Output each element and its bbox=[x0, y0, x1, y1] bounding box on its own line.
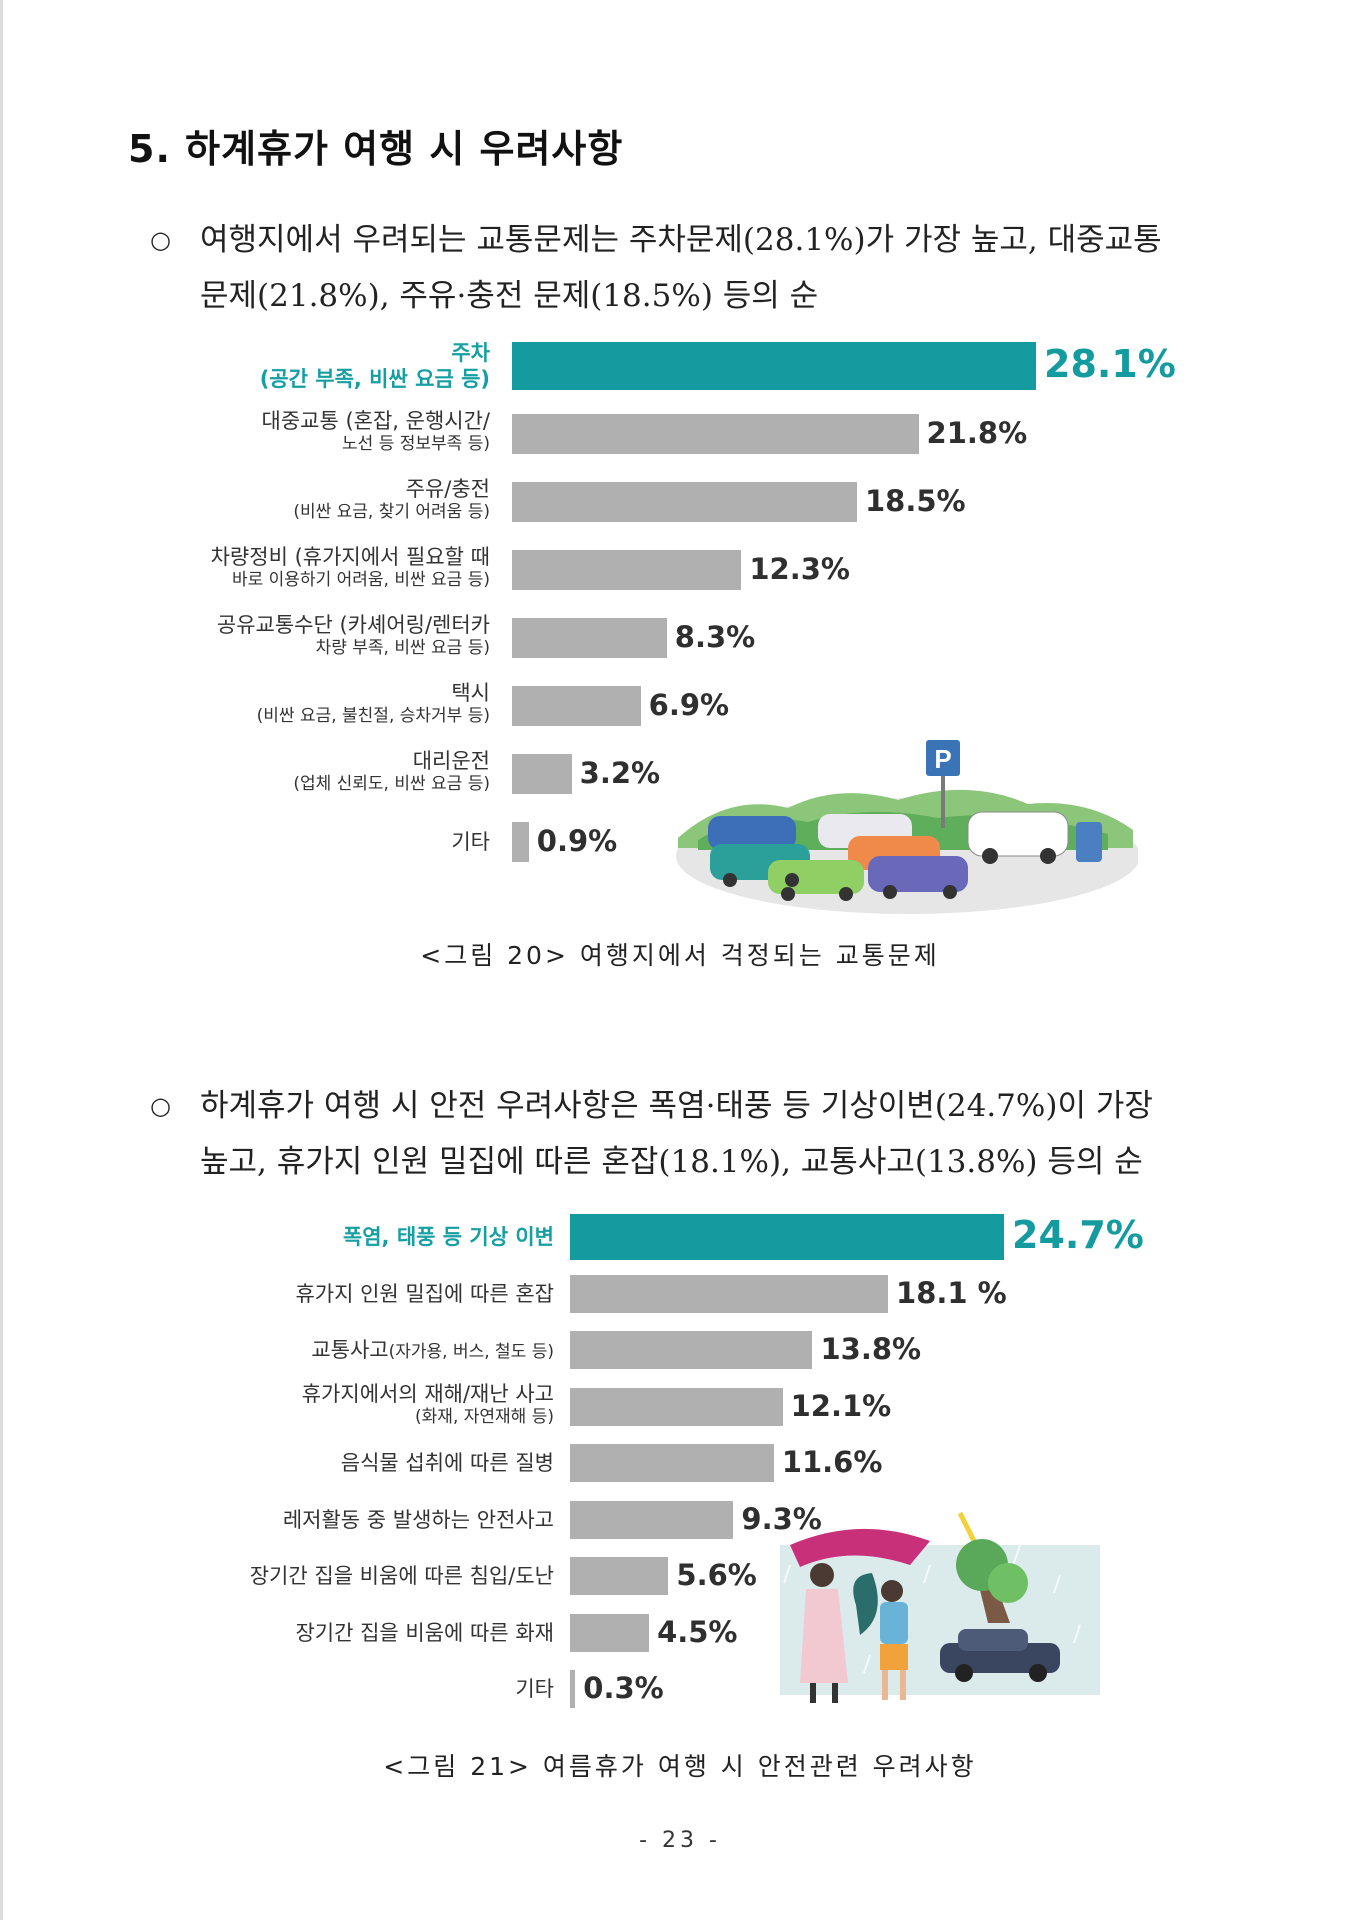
bar-label-sub: 차량 부족, 비싼 요금 등) bbox=[315, 638, 490, 659]
bar bbox=[512, 686, 641, 726]
bar-value-label: 21.8% bbox=[926, 416, 1028, 450]
bar bbox=[570, 1670, 576, 1708]
section-title: 5. 하계휴가 여행 시 우려사항 bbox=[128, 127, 624, 171]
bar-label: 택시 (비싼 요금, 불친절, 승차거부 등) bbox=[257, 680, 490, 728]
bar bbox=[570, 1274, 889, 1313]
bar-label: 휴가지 인원 밀집에 따른 혼잡 bbox=[295, 1281, 554, 1307]
bar-label-sub: (자가용, 버스, 철도 등) bbox=[388, 1342, 554, 1362]
bar-label-sub: (비싼 요금, 불친절, 승차거부 등) bbox=[256, 706, 490, 727]
bar-value-label: 24.7% bbox=[1012, 1213, 1144, 1257]
bar-label: 기타 bbox=[451, 829, 490, 855]
bullet-mark: ○ bbox=[150, 226, 171, 254]
bar bbox=[512, 754, 572, 794]
bar-value-label: 12.3% bbox=[749, 552, 850, 586]
bar-label-sub: (비싼 요금, 찾기 어려움 등) bbox=[293, 502, 490, 523]
bar-label: 주유/충전 (비싼 요금, 찾기 어려움 등) bbox=[293, 476, 490, 524]
page-edge bbox=[0, 0, 3, 1920]
bar-value-label: 0.9% bbox=[536, 824, 618, 858]
bar bbox=[512, 342, 1036, 390]
bullet-mark: ○ bbox=[150, 1092, 171, 1120]
bullet-line: 문제(21.8%), 주유·충전 문제(18.5%) 등의 순 bbox=[200, 278, 819, 314]
bar-label-main: 주유/충전 bbox=[405, 477, 490, 501]
bar bbox=[512, 550, 742, 590]
bar-value-label: 11.6% bbox=[781, 1445, 883, 1479]
bar-label-main: 장기간 집을 비움에 따른 침입/도난 bbox=[249, 1564, 554, 1588]
bar-label: 대리운전 (업체 신뢰도, 비싼 요금 등) bbox=[293, 748, 490, 796]
bar-label-main: 장기간 집을 비움에 따른 화재 bbox=[295, 1620, 554, 1645]
bar-label: 교통사고(자가용, 버스, 철도 등) bbox=[311, 1337, 554, 1363]
bar bbox=[512, 482, 857, 522]
bar-label-main: 레저활동 중 발생하는 안전사고 bbox=[282, 1507, 554, 1532]
bar-label-sub: (화재, 자연재해 등) bbox=[415, 1406, 554, 1427]
bar-label: 휴가지에서의 재해/재난 사고 (화재, 자연재해 등) bbox=[302, 1381, 554, 1429]
bar-label-main: 휴가지에서의 재해/재난 사고 bbox=[301, 1381, 554, 1406]
bar-label-main: 휴가지 인원 밀집에 따른 혼잡 bbox=[295, 1281, 554, 1306]
bar-label: 음식물 섭취에 따른 질병 bbox=[341, 1450, 554, 1476]
bar-label: 기타 bbox=[515, 1676, 554, 1702]
figure-caption-20: <그림 20> 여행지에서 걱정되는 교통문제 bbox=[420, 941, 940, 970]
bar-value-label: 9.3% bbox=[741, 1501, 822, 1536]
bar-label: 장기간 집을 비움에 따른 침입/도난 bbox=[250, 1563, 554, 1589]
bar-label-main: 교통사고(자가용, 버스, 철도 등) bbox=[311, 1338, 554, 1362]
bar-value-label: 18.5% bbox=[864, 484, 966, 518]
bar bbox=[570, 1557, 669, 1595]
bar-value-label: 13.8% bbox=[820, 1332, 922, 1366]
bullet-line: 하계휴가 여행 시 안전 우려사항은 폭염·태풍 등 기상이변(24.7%)이 … bbox=[200, 1088, 1153, 1124]
bar-label-main: 차량정비 (휴가지에서 필요할 때 bbox=[210, 545, 490, 569]
page-number: - 23 - bbox=[639, 1828, 721, 1853]
parked-cars-illustration: P bbox=[676, 740, 1138, 914]
bar-label-main: 기타 bbox=[451, 830, 490, 854]
bar bbox=[570, 1331, 813, 1369]
bar-value-label: 5.6% bbox=[676, 1558, 757, 1592]
bar-label-main: 폭염, 태풍 등 기상 이변 bbox=[342, 1225, 554, 1249]
bar-value-label: 28.1% bbox=[1044, 342, 1176, 386]
bar-value-label: 0.3% bbox=[583, 1671, 664, 1705]
bar-value-label: 6.9% bbox=[648, 688, 730, 722]
bullet-paragraph-1: ○ 여행지에서 우려되는 교통문제는 주차문제(28.1%)가 가장 높고, 대… bbox=[150, 212, 1240, 324]
bar bbox=[570, 1214, 1004, 1260]
bar-label: 장기간 집을 비움에 따른 화재 bbox=[295, 1620, 554, 1646]
bar-label-main: 공유교통수단 (카셰어링/렌터카 bbox=[216, 613, 490, 637]
bar-label-main: 택시 bbox=[451, 681, 490, 705]
bar bbox=[512, 618, 667, 658]
figure-caption-21: <그림 21> 여름휴가 여행 시 안전관련 우려사항 bbox=[383, 1752, 977, 1781]
bullet-line: 여행지에서 우려되는 교통문제는 주차문제(28.1%)가 가장 높고, 대중교… bbox=[200, 222, 1162, 258]
bar-label: 폭염, 태풍 등 기상 이변 bbox=[343, 1224, 554, 1250]
bar-label: 주차 (공간 부족, 비싼 요금 등) bbox=[260, 340, 490, 393]
bar-label: 공유교통수단 (카셰어링/렌터카 차량 부족, 비싼 요금 등) bbox=[217, 612, 490, 660]
storm-people-illustration bbox=[780, 1511, 1100, 1703]
bar bbox=[512, 822, 529, 862]
bar-label-sub: (공간 부족, 비싼 요금 등) bbox=[259, 367, 490, 392]
bar-label-sub: 바로 이용하기 어려움, 비싼 요금 등) bbox=[231, 570, 490, 591]
bar-label-sub: 노선 등 정보부족 등) bbox=[342, 434, 490, 455]
bar-label-main: 주차 bbox=[451, 341, 490, 365]
bar-value-label: 18.1 % bbox=[896, 1275, 1007, 1310]
parking-sign-icon bbox=[926, 740, 960, 776]
bar bbox=[512, 414, 919, 454]
bullet-paragraph-2: ○ 하계휴가 여행 시 안전 우려사항은 폭염·태풍 등 기상이변(24.7%)… bbox=[150, 1078, 1240, 1190]
bar bbox=[570, 1444, 774, 1482]
bar-label-main: 기타 bbox=[515, 1677, 554, 1701]
svg-text:P: P bbox=[934, 744, 951, 774]
bar-label-main: 대중교통 (혼잡, 운행시간/ bbox=[261, 409, 491, 433]
bullet-line: 높고, 휴가지 인원 밀집에 따른 혼잡(18.1%), 교통사고(13.8%)… bbox=[200, 1144, 1143, 1180]
bar-value-label: 12.1% bbox=[790, 1388, 892, 1423]
bar-label: 대중교통 (혼잡, 운행시간/노선 등 정보부족 등) bbox=[262, 408, 491, 456]
bar-label: 차량정비 (휴가지에서 필요할 때 바로 이용하기 어려움, 비싼 요금 등) bbox=[211, 544, 490, 592]
bar bbox=[570, 1613, 650, 1652]
bar bbox=[570, 1500, 734, 1539]
bar-value-label: 8.3% bbox=[674, 620, 756, 654]
bar-value-label: 4.5% bbox=[657, 1614, 738, 1649]
bar-label-main: 대리운전 bbox=[412, 749, 490, 773]
bar-label: 레저활동 중 발생하는 안전사고 bbox=[283, 1507, 554, 1533]
bar-label-sub: (업체 신뢰도, 비싼 요금 등) bbox=[293, 774, 490, 795]
bar-label-main: 음식물 섭취에 따른 질병 bbox=[340, 1451, 554, 1475]
bar bbox=[570, 1387, 783, 1426]
bar-value-label: 3.2% bbox=[579, 756, 661, 790]
